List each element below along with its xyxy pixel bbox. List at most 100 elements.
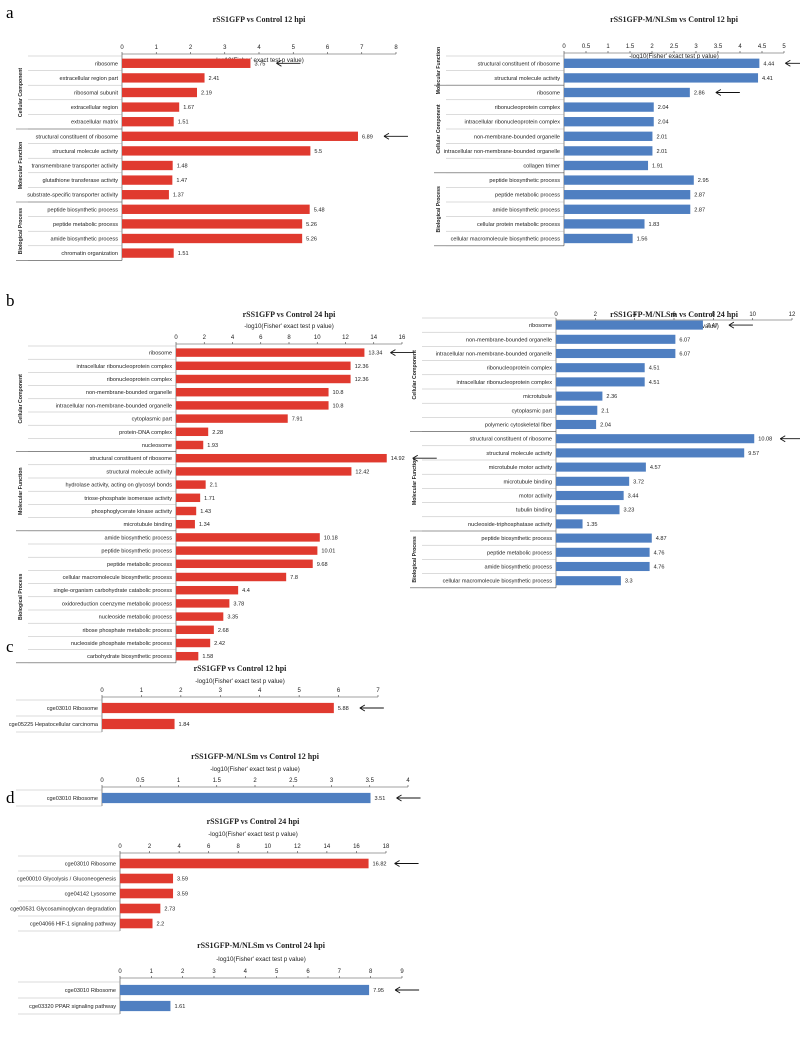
category-label: peptide metabolic process [53,222,118,228]
bar [176,506,197,516]
chart-title: rSS1GFP vs Control 12 hpi [194,664,288,673]
x-tick-label: 7 [360,45,364,51]
group-label: Cellular Component [18,374,24,424]
category-label: amide biosynthetic process [105,535,173,541]
x-tick-label: 14 [324,844,331,850]
x-tick-label: 7 [376,688,380,694]
category-label: intracellular non-membrane-bounded organ… [444,149,560,155]
value-label: 3.59 [177,877,188,883]
bar [176,361,351,371]
x-tick-label: 2.5 [670,44,679,50]
value-label: 2.01 [656,134,667,140]
category-label: extracellular region part [60,76,119,82]
category-label: cellular macromolecule biosynthetic proc… [443,579,553,585]
category-label: glutathione transferase activity [42,178,118,184]
value-label: 2.87 [694,193,705,199]
value-label: 2.28 [212,430,223,436]
category-label: ribonucleoprotein complex [107,377,173,383]
value-label: 1.48 [177,164,188,170]
bar [556,363,645,373]
x-tick-label: 5 [292,45,296,51]
category-label: structural molecule activity [486,451,552,457]
value-label: 1.56 [637,237,648,243]
category-label: extracellular matrix [71,120,118,126]
x-tick-label: 1 [155,45,159,51]
category-label: peptide biosynthetic process [481,536,552,542]
value-label: 1.51 [178,120,189,126]
value-label: 4.76 [654,565,665,571]
chart-title: rSS1GFP vs Control 12 hpi [213,15,307,24]
x-tick-label: 10 [314,335,321,341]
x-tick-label: 5 [782,44,786,50]
category-label: peptide biosynthetic process [489,178,560,184]
category-label: single-organism carbohydrate catabolic p… [54,588,173,594]
bar [176,401,329,410]
chart-title: rSS1GFP vs Control 24 hpi [243,310,337,319]
x-tick-label: 1 [177,778,181,784]
x-tick-label: 4 [633,312,637,318]
value-label: 2.19 [201,91,212,97]
x-tick-label: 16 [353,844,360,850]
value-label: 3.44 [628,494,639,500]
value-label: 5.26 [306,237,317,243]
bar [176,453,387,463]
value-label: 10.01 [321,549,335,555]
bar [120,858,369,869]
bar [556,377,645,387]
value-label: 1.71 [204,496,215,502]
value-label: 3.72 [633,479,644,485]
bar [556,448,745,458]
panel-letter-a: a [6,3,14,22]
x-tick-label: 6 [207,844,211,850]
value-label: 2.1 [601,408,609,414]
bar [122,117,174,127]
bar [120,984,370,996]
bar [564,131,653,141]
category-label: substrate-specific transporter activity [27,193,118,199]
bar [564,204,691,214]
value-label: 5.88 [338,706,349,712]
bar [556,434,755,444]
chart-a-right: rSS1GFP-M/NLSm vs Control 12 hpi -log10(F… [434,15,800,247]
bar [564,190,691,200]
value-label: 2.87 [694,207,705,213]
bar [120,888,174,899]
bar [122,248,174,258]
value-label: 7.47 [707,323,718,329]
x-tick-label: 5 [275,969,279,975]
value-label: 3.78 [233,601,244,607]
category-label: structural molecule activity [494,76,560,82]
bar [122,233,303,244]
x-tick-label: 6 [306,969,310,975]
value-label: 4.44 [763,61,774,67]
x-tick-label: 1 [150,969,154,975]
x-tick-label: 3 [330,778,334,784]
bar [120,903,161,914]
panel-letter-c: c [6,637,14,656]
arrow-head [394,986,401,994]
category-label: nucleoside-triphosphatase activity [468,522,552,528]
bar [176,638,211,648]
bar [102,792,371,804]
value-label: 1.34 [199,522,210,528]
x-tick-label: 0 [100,778,104,784]
category-label: cge04142 Lysosome [65,892,116,898]
x-tick-label: 7 [338,969,342,975]
category-label: cge04066 HIF-1 signaling pathway [30,922,116,928]
arrow-head [412,454,418,462]
category-label: carbohydrate biosynthetic process [87,654,172,660]
bar [556,505,620,515]
value-label: 1.83 [649,222,660,228]
category-label: intracellular ribonucleoprotein complex [77,364,173,370]
category-label: ribonucleoprotein complex [487,366,553,372]
group-label: Cellular Component [18,68,24,118]
arrow-head [780,435,786,443]
bar [564,175,694,185]
x-tick-label: 0 [118,844,122,850]
bar [176,467,352,476]
x-tick-label: 2 [179,688,183,694]
bar [120,873,174,884]
bar [102,718,175,730]
category-label: intracellular non-membrane-bounded organ… [436,352,552,358]
value-label: 1.35 [587,522,598,528]
